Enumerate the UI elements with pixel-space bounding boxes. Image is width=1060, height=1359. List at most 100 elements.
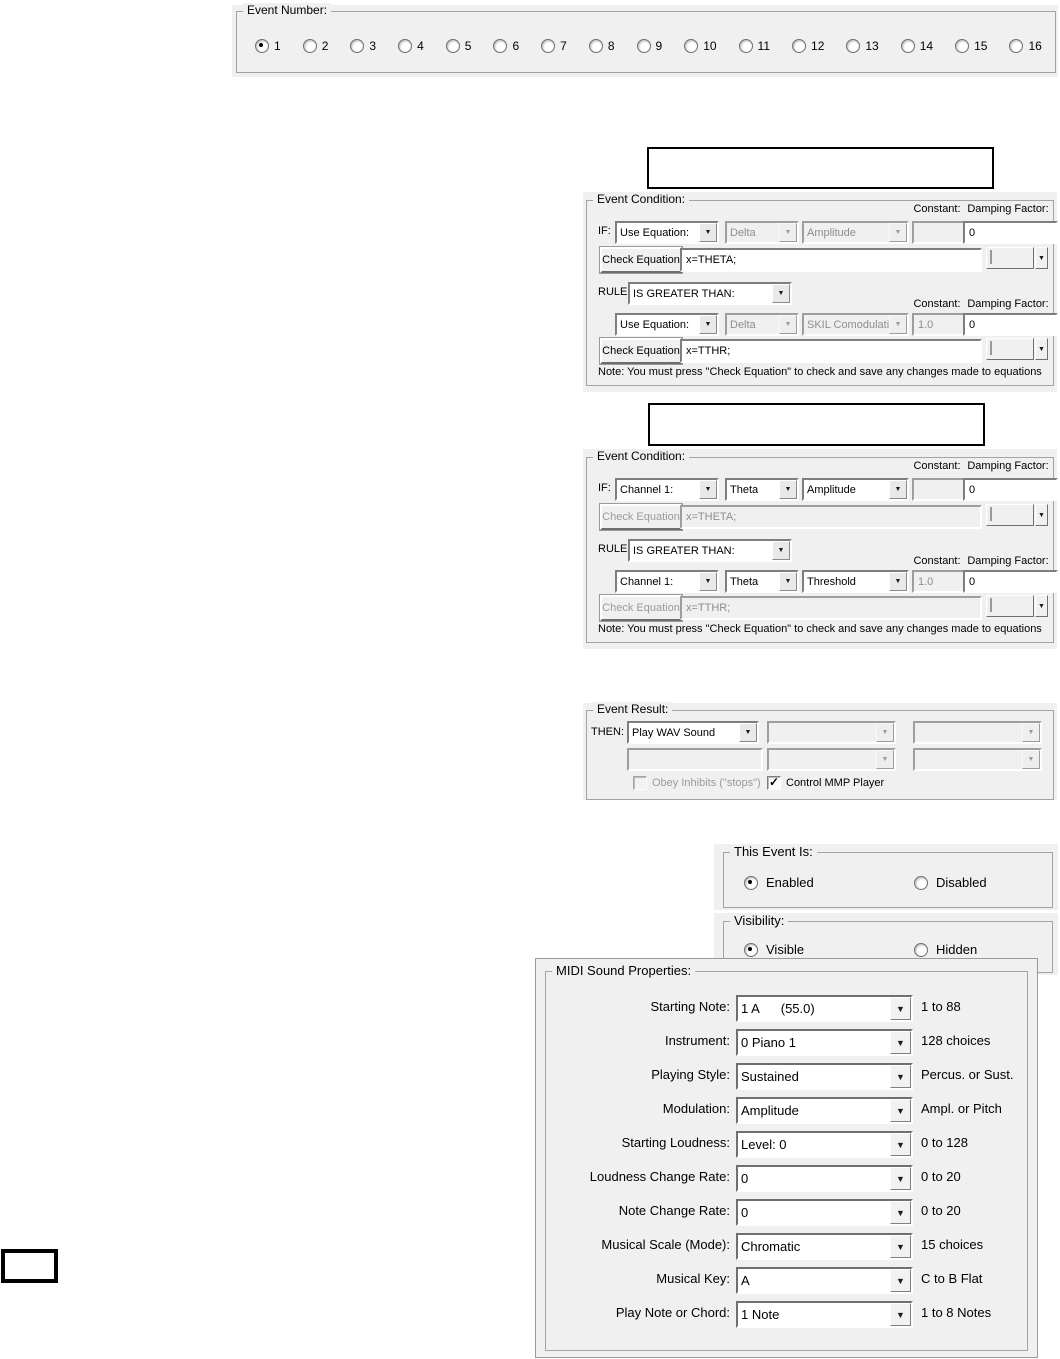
rule-combo[interactable]: IS GREATER THAN: ▼ xyxy=(628,282,792,305)
damping-factor-field[interactable]: 0 xyxy=(963,570,1058,593)
damping-factor-field[interactable]: 0 xyxy=(963,313,1058,336)
event-number-option-7[interactable]: 7 xyxy=(541,39,567,53)
starting-note-combo[interactable]: 1 A (55.0) ▼ xyxy=(736,995,913,1022)
check-equation-button[interactable]: Check Equation xyxy=(600,338,682,364)
rule-combo[interactable]: IS GREATER THAN: ▼ xyxy=(628,539,792,562)
loudness-change-rate-combo[interactable]: 0 ▼ xyxy=(736,1165,913,1192)
modulation-combo[interactable]: Amplitude ▼ xyxy=(736,1097,913,1124)
event-number-option-1[interactable]: 1 xyxy=(255,39,281,53)
chevron-down-icon[interactable]: ▼ xyxy=(1035,247,1048,269)
event-number-option-15[interactable]: 15 xyxy=(955,39,987,53)
instrument-combo[interactable]: 0 Piano 1 ▼ xyxy=(736,1029,913,1056)
chevron-down-icon[interactable]: ▼ xyxy=(890,1303,911,1326)
check-equation-button[interactable]: Check Equation xyxy=(600,247,682,273)
chevron-down-icon[interactable]: ▼ xyxy=(699,572,717,591)
event-number-option-12[interactable]: 12 xyxy=(792,39,824,53)
check-equation-note: Note: You must press "Check Equation" to… xyxy=(598,623,1042,635)
rule-measure-combo[interactable]: Threshold ▼ xyxy=(802,570,909,593)
obey-inhibits-label: Obey Inhibits ("stops") xyxy=(652,777,761,789)
chevron-down-icon[interactable]: ▼ xyxy=(779,572,797,591)
starting-loudness-combo[interactable]: Level: 0 ▼ xyxy=(736,1131,913,1158)
radio-icon[interactable] xyxy=(445,39,460,53)
chevron-down-icon[interactable]: ▼ xyxy=(772,284,790,303)
musical-key-combo[interactable]: A ▼ xyxy=(736,1267,913,1294)
chevron-down-icon[interactable]: ▼ xyxy=(889,480,907,499)
if-measure-combo[interactable]: Amplitude ▼ xyxy=(802,478,909,501)
chevron-down-icon[interactable]: ▼ xyxy=(699,480,717,499)
disabled-radio[interactable] xyxy=(914,876,928,890)
event-number-option-10[interactable]: 10 xyxy=(684,39,717,53)
chevron-down-icon[interactable]: ▼ xyxy=(890,1201,911,1224)
chevron-down-icon[interactable]: ▼ xyxy=(699,223,717,242)
radio-icon[interactable] xyxy=(1009,39,1024,53)
event-number-option-2[interactable]: 2 xyxy=(302,39,328,53)
equation-color-swatch[interactable]: ▼ xyxy=(986,247,1048,269)
chevron-down-icon[interactable]: ▼ xyxy=(889,572,907,591)
chevron-down-icon[interactable]: ▼ xyxy=(739,723,757,742)
chevron-down-icon[interactable]: ▼ xyxy=(890,1235,911,1258)
equation-color-swatch[interactable]: ▼ xyxy=(986,338,1048,360)
radio-icon[interactable] xyxy=(398,39,413,53)
damping-factor-field[interactable]: 0 xyxy=(963,478,1058,501)
rule-band-combo[interactable]: Theta ▼ xyxy=(725,570,799,593)
play-note-or-chord-combo[interactable]: 1 Note ▼ xyxy=(736,1301,913,1328)
then-action-combo[interactable]: Play WAV Sound ▼ xyxy=(627,721,759,744)
event-number-option-4[interactable]: 4 xyxy=(398,39,424,53)
musical-scale-combo[interactable]: Chromatic ▼ xyxy=(736,1233,913,1260)
chevron-down-icon[interactable]: ▼ xyxy=(890,997,911,1020)
equation-input[interactable]: x=TTHR; xyxy=(680,339,982,363)
radio-icon[interactable] xyxy=(302,39,317,53)
chevron-down-icon[interactable]: ▼ xyxy=(1035,595,1048,617)
event-number-option-8[interactable]: 8 xyxy=(588,39,615,53)
rule-source-combo[interactable]: Channel 1: ▼ xyxy=(615,570,719,593)
radio-icon[interactable] xyxy=(255,39,269,53)
chevron-down-icon[interactable]: ▼ xyxy=(890,1167,911,1190)
event-number-option-16[interactable]: 16 xyxy=(1009,39,1042,53)
constant-label: Constant: xyxy=(913,298,961,310)
event-number-option-11[interactable]: 11 xyxy=(738,39,770,53)
chevron-down-icon[interactable]: ▼ xyxy=(1035,338,1048,360)
equation-color-swatch[interactable]: ▼ xyxy=(986,504,1048,526)
control-mmp-player-checkbox[interactable] xyxy=(767,775,781,790)
callout-box-2 xyxy=(648,403,985,446)
radio-icon[interactable] xyxy=(684,39,699,53)
visible-radio[interactable] xyxy=(744,943,758,957)
chevron-down-icon[interactable]: ▼ xyxy=(890,1065,911,1088)
radio-icon[interactable] xyxy=(588,39,603,53)
chevron-down-icon[interactable]: ▼ xyxy=(890,1133,911,1156)
radio-icon[interactable] xyxy=(792,39,807,53)
radio-icon[interactable] xyxy=(738,39,753,53)
equation-color-swatch[interactable]: ▼ xyxy=(986,595,1048,617)
chevron-down-icon[interactable]: ▼ xyxy=(699,315,717,334)
chevron-down-icon[interactable]: ▼ xyxy=(779,480,797,499)
hidden-radio[interactable] xyxy=(914,943,928,957)
event-number-option-9[interactable]: 9 xyxy=(636,39,662,53)
if-source-combo[interactable]: Channel 1: ▼ xyxy=(615,478,719,501)
rule-source-combo[interactable]: Use Equation: ▼ xyxy=(615,313,719,336)
event-number-option-5[interactable]: 5 xyxy=(445,39,471,53)
event-number-option-3[interactable]: 3 xyxy=(350,39,376,53)
equation-input[interactable]: x=THETA; xyxy=(680,248,982,272)
if-band-combo[interactable]: Theta ▼ xyxy=(725,478,799,501)
chevron-down-icon[interactable]: ▼ xyxy=(890,1099,911,1122)
event-number-option-14[interactable]: 14 xyxy=(900,39,933,53)
enabled-radio[interactable] xyxy=(744,876,758,890)
chevron-down-icon[interactable]: ▼ xyxy=(890,1269,911,1292)
radio-icon[interactable] xyxy=(900,39,915,53)
chevron-down-icon[interactable]: ▼ xyxy=(772,541,790,560)
radio-icon[interactable] xyxy=(636,39,651,53)
radio-icon[interactable] xyxy=(955,39,970,53)
radio-icon[interactable] xyxy=(493,39,508,53)
if-source-combo[interactable]: Use Equation: ▼ xyxy=(615,221,719,244)
chevron-down-icon[interactable]: ▼ xyxy=(1035,504,1048,526)
damping-factor-field[interactable]: 0 xyxy=(963,221,1058,244)
event-number-option-13[interactable]: 13 xyxy=(846,39,879,53)
note-change-rate-combo[interactable]: 0 ▼ xyxy=(736,1199,913,1226)
playing-style-combo[interactable]: Sustained ▼ xyxy=(736,1063,913,1090)
event-number-option-6[interactable]: 6 xyxy=(493,39,519,53)
radio-icon[interactable] xyxy=(541,39,556,53)
radio-icon[interactable] xyxy=(846,39,861,53)
radio-icon[interactable] xyxy=(350,39,365,53)
this-event-is-legend: This Event Is: xyxy=(730,844,817,859)
chevron-down-icon[interactable]: ▼ xyxy=(890,1031,911,1054)
